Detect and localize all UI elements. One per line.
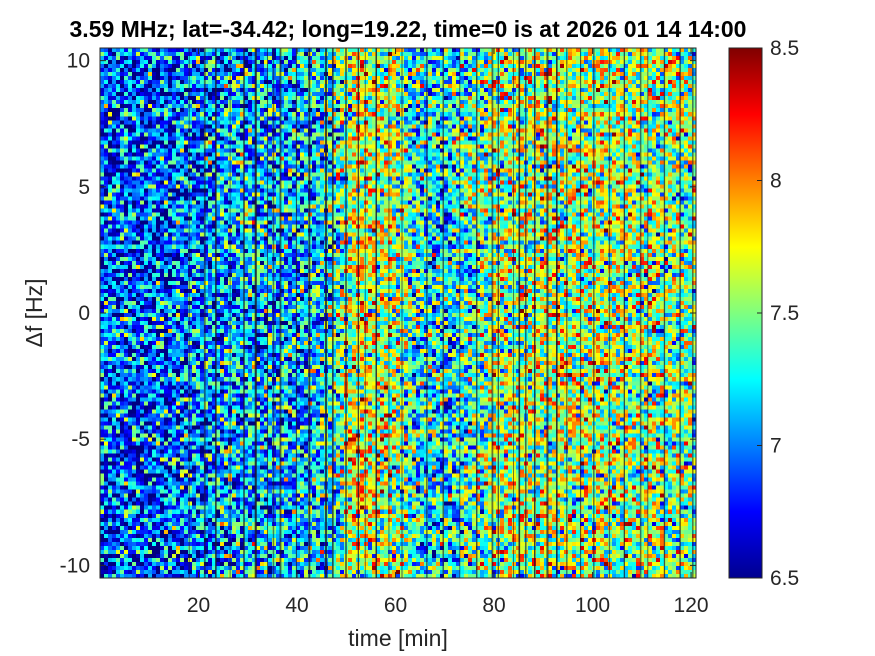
missing-data-stripe [476,48,478,578]
missing-data-stripe [267,48,268,578]
dark-stripes [188,48,694,578]
missing-data-stripe [556,48,558,578]
missing-data-stripe [357,48,359,578]
missing-data-stripe [243,48,245,578]
missing-data-stripe [345,48,347,578]
y-tick-label: -5 [71,428,90,451]
missing-data-stripe [375,48,377,578]
colorbar-ticks: 8.5 8 7.5 7 6.5 [757,37,799,590]
x-axis-label: time [min] [348,625,448,651]
missing-data-stripe [679,48,681,578]
missing-data-stripe [203,48,206,578]
plot-area [100,48,696,578]
x-tick-label: 80 [482,594,505,617]
missing-data-stripe [332,48,334,578]
colorbar-tick-label: 6.5 [770,567,799,590]
missing-data-stripe [608,48,611,578]
missing-data-stripe [580,48,582,578]
missing-data-stripe [497,48,499,578]
heatmap-cells [100,48,696,578]
y-tick-label: 0 [78,302,90,325]
heatmap-image [100,48,696,578]
missing-data-stripe [279,48,282,578]
colorbar-tick-label: 7.5 [770,302,799,325]
y-tick-label: 5 [78,176,90,199]
missing-data-stripe [215,48,217,578]
missing-data-stripe [188,48,190,578]
missing-data-stripe [663,48,666,578]
missing-data-stripe [518,48,521,578]
missing-data-stripe [324,48,328,578]
y-tick-label: -10 [60,554,90,577]
missing-data-stripe [254,48,257,578]
missing-data-stripe [364,48,366,578]
colorbar [728,47,763,579]
y-tick-label: 10 [67,50,90,73]
missing-data-stripe [534,48,536,578]
x-tick-label: 20 [187,594,210,617]
missing-data-stripe [272,48,275,578]
missing-data-stripe [308,48,311,578]
missing-data-stripe [426,48,428,578]
missing-data-stripe [525,48,527,578]
chart-title: 3.59 MHz; lat=-34.42; long=19.22, time=0… [70,16,747,42]
x-tick-label: 120 [674,594,709,617]
y-axis-label: Δf [Hz] [21,278,47,347]
missing-data-stripe [388,48,390,578]
colorbar-tick-label: 8 [770,170,782,193]
x-tick-label: 60 [384,594,407,617]
missing-data-stripe [442,48,444,578]
missing-data-stripe [639,48,642,578]
missing-data-stripe [593,48,595,578]
missing-data-stripe [566,48,568,578]
missing-data-stripe [546,48,549,578]
x-axis: 20 40 60 80 100 120 [187,48,709,617]
missing-data-stripe [295,48,297,578]
x-tick-label: 100 [575,594,610,617]
x-tick-label: 40 [285,594,308,617]
missing-data-stripe [513,48,514,578]
missing-data-stripe [647,48,649,578]
missing-data-stripe [229,48,231,578]
missing-data-stripe [459,48,461,578]
missing-data-stripe [491,48,494,578]
missing-data-stripe [401,48,403,578]
missing-data-stripe [623,48,625,578]
y-axis: 10 5 0 -5 -10 [60,50,696,577]
colorbar-tick-label: 8.5 [770,37,799,60]
colorbar-tick-label: 7 [770,435,782,458]
